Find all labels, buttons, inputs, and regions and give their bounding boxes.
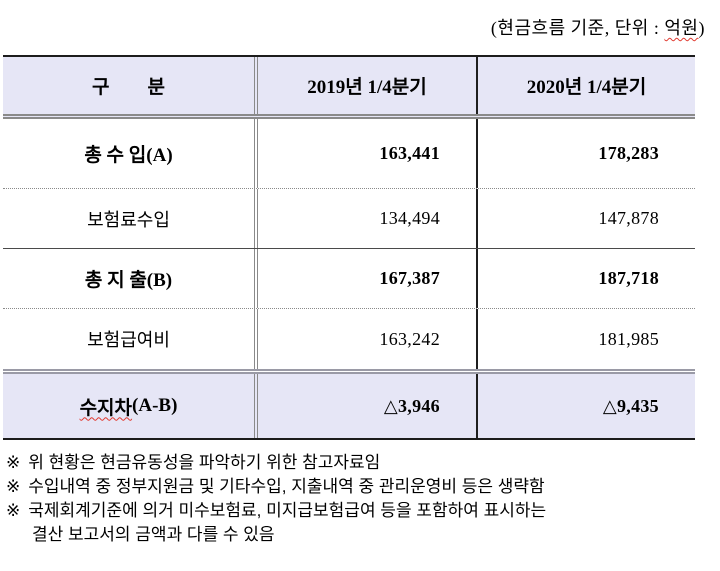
footnote-1: ※ 위 현황은 현금유동성을 파악하기 위한 참고자료임 <box>6 451 714 475</box>
row-label-premium-income: 보험료수입 <box>3 189 258 248</box>
premium-income-2020: 147,878 <box>598 208 659 228</box>
total-revenue-2020: 178,283 <box>598 143 659 163</box>
total-expenditure-2019: 167,387 <box>258 249 478 308</box>
balance-2020: △9,435 <box>602 395 659 416</box>
premium-income-2019: 134,494 <box>258 189 478 248</box>
footnote-3-marker: ※ <box>6 501 21 520</box>
row-label-total-revenue: 총 수 입(A) <box>3 119 258 188</box>
insurance-benefits-2020: 181,985 <box>598 328 659 349</box>
footnote-2-marker: ※ <box>6 477 21 496</box>
table-row-insurance-benefits: 보험급여비 163,242 181,985 <box>3 309 695 374</box>
header-2020-q1: 2020년 1/4분기 <box>526 77 647 98</box>
footnote-1-text: 위 현황은 현금유동성을 파악하기 위한 참고자료임 <box>28 453 381 472</box>
balance-label-suffix: (A-B) <box>132 395 178 416</box>
footnote-3-text-line2: 결산 보고서의 금액과 다를 수 있음 <box>32 525 275 544</box>
balance-2019: △3,946 <box>258 374 478 438</box>
total-revenue-2019: 163,441 <box>258 119 478 188</box>
table-row-total-expenditure: 총 지 출(B) 167,387 187,718 <box>3 249 695 309</box>
unit-caption: (현금흐름 기준, 단위 : 억원) <box>491 14 705 40</box>
balance-label-main: 수지차 <box>79 397 133 419</box>
footnote-3-text-line1: 국제회계기준에 의거 미수보험료, 미지급보험급여 등을 포함하여 표시하는 <box>28 501 547 520</box>
table-header-row: 구 분 2019년 1/4분기 2020년 1/4분기 <box>3 57 695 119</box>
row-label-total-expenditure: 총 지 출(B) <box>3 249 258 308</box>
footnote-2-text: 수입내역 중 정부지원금 및 기타수입, 지출내역 중 관리운영비 등은 생략함 <box>28 477 545 496</box>
footnote-2: ※ 수입내역 중 정부지원금 및 기타수입, 지출내역 중 관리운영비 등은 생략… <box>6 475 714 499</box>
table-row-balance: 수지차 (A-B) △3,946 △9,435 <box>3 374 695 438</box>
table-row-premium-income: 보험료수입 134,494 147,878 <box>3 189 695 249</box>
unit-caption-unit: 억원 <box>664 18 699 38</box>
header-2019-q1: 2019년 1/4분기 <box>258 57 478 114</box>
footnote-1-marker: ※ <box>6 453 21 472</box>
table-row-total-revenue: 총 수 입(A) 163,441 178,283 <box>3 119 695 189</box>
total-expenditure-2020: 187,718 <box>598 268 659 288</box>
unit-caption-prefix: (현금흐름 기준, 단위 : <box>490 18 665 38</box>
cash-flow-table: 구 분 2019년 1/4분기 2020년 1/4분기 총 수 입(A) 163… <box>3 55 695 440</box>
row-label-balance: 수지차 (A-B) <box>3 374 258 438</box>
unit-caption-suffix: ) <box>698 18 705 38</box>
footnotes: ※ 위 현황은 현금유동성을 파악하기 위한 참고자료임 ※ 수입내역 중 정부지원… <box>6 451 714 547</box>
header-category: 구 분 <box>3 57 258 114</box>
row-label-insurance-benefits: 보험급여비 <box>3 309 258 369</box>
insurance-benefits-2019: 163,242 <box>258 309 478 369</box>
